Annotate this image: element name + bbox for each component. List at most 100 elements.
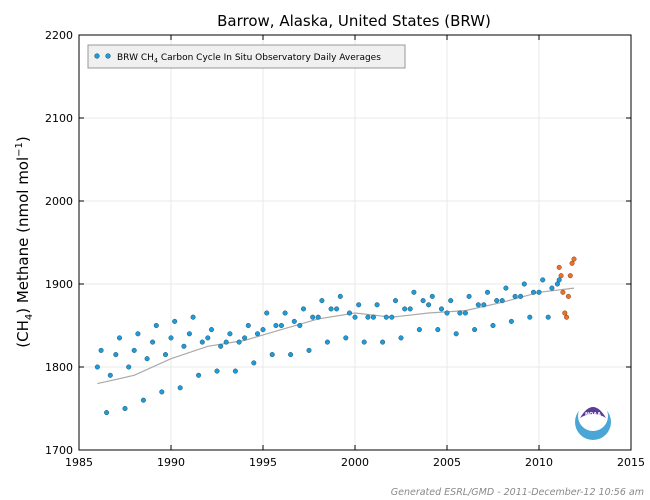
data-point: [444, 310, 450, 316]
data-point: [107, 372, 113, 378]
data-point: [135, 331, 141, 337]
data-point: [361, 339, 367, 345]
data-point: [190, 314, 196, 320]
x-tick-label: 2005: [433, 456, 461, 469]
trend-line: [97, 287, 575, 385]
data-point: [131, 347, 137, 353]
data-point: [337, 293, 343, 299]
y-tick-label: 2100: [45, 112, 73, 125]
data-point: [393, 298, 399, 304]
data-point: [153, 323, 159, 329]
data-point: [306, 347, 312, 353]
preliminary-data-point: [571, 256, 577, 262]
data-point: [324, 339, 330, 345]
y-axis-label: (CH4) Methane (nmol mol−1): [14, 136, 35, 348]
data-point: [457, 310, 463, 316]
preliminary-data-point: [569, 260, 575, 266]
data-point: [98, 347, 104, 353]
data-point: [162, 352, 168, 358]
data-point: [140, 397, 146, 403]
data-point: [177, 385, 183, 391]
data-point: [466, 293, 472, 299]
data-point: [380, 339, 386, 345]
data-point: [208, 327, 214, 333]
legend-label-pre: BRW CH: [117, 53, 154, 63]
data-point: [540, 277, 546, 283]
preliminary-data-point: [562, 310, 568, 316]
y-axis-label-end: ): [14, 136, 32, 142]
data-point: [186, 331, 192, 337]
data-point: [273, 323, 279, 329]
data-point: [439, 306, 445, 312]
data-point: [490, 323, 496, 329]
y-axis-label-subscript: 4: [24, 314, 35, 320]
data-point: [545, 314, 551, 320]
data-point: [282, 310, 288, 316]
data-point: [453, 331, 459, 337]
data-point: [205, 335, 211, 341]
data-point: [264, 310, 270, 316]
y-tick-label: 1900: [45, 278, 73, 291]
x-tick-label: 2015: [617, 456, 645, 469]
trend-line-layer: [97, 287, 575, 385]
data-point: [181, 343, 187, 349]
data-point: [556, 277, 562, 283]
preliminary-data-point: [558, 273, 564, 279]
data-point: [383, 314, 389, 320]
data-point: [508, 318, 514, 324]
preliminary-data-point: [567, 273, 573, 279]
data-point: [242, 335, 248, 341]
data-point: [475, 302, 481, 308]
data-point: [236, 339, 242, 345]
data-point: [485, 289, 491, 295]
data-point: [536, 289, 542, 295]
x-tick-label: 1995: [249, 456, 277, 469]
data-point: [315, 314, 321, 320]
data-point: [407, 306, 413, 312]
noaa-logo-text: NOAA: [585, 412, 601, 418]
data-point: [554, 281, 560, 287]
data-point: [218, 343, 224, 349]
data-point: [462, 310, 468, 316]
data-point: [499, 298, 505, 304]
noaa-logo: NOAA: [575, 401, 611, 440]
data-point: [291, 318, 297, 324]
data-point: [269, 352, 275, 358]
chart-title: Barrow, Alaska, United States (BRW): [217, 12, 491, 30]
legend-box: [87, 44, 406, 69]
data-point: [254, 331, 260, 337]
preliminary-data-point: [556, 264, 562, 270]
y-axis-label-open: (CH: [14, 320, 32, 348]
data-point: [416, 327, 422, 333]
data-point: [352, 314, 358, 320]
data-point: [549, 285, 555, 291]
data-point: [144, 356, 150, 362]
data-point: [334, 306, 340, 312]
data-point: [104, 410, 110, 416]
data-point: [227, 331, 233, 337]
data-point: [113, 352, 119, 358]
data-point: [319, 298, 325, 304]
data-point: [116, 335, 122, 341]
data-point: [251, 360, 257, 366]
data-point: [429, 293, 435, 299]
data-point: [196, 372, 202, 378]
data-point: [472, 327, 478, 333]
data-point: [328, 306, 334, 312]
data-point: [150, 339, 156, 345]
data-point: [301, 306, 307, 312]
data-point: [521, 281, 527, 287]
data-point: [159, 389, 165, 395]
legend-label: BRW CH4 Carbon Cycle In Situ Observatory…: [117, 53, 381, 65]
data-point: [518, 293, 524, 299]
data-point: [172, 318, 178, 324]
legend-marker-1: [94, 53, 100, 59]
data-point: [365, 314, 371, 320]
data-point: [426, 302, 432, 308]
x-tick-label: 2000: [341, 456, 369, 469]
legend-label-subscript: 4: [154, 57, 158, 65]
x-tick-label: 2010: [525, 456, 553, 469]
data-point: [512, 293, 518, 299]
data-point: [310, 314, 316, 320]
